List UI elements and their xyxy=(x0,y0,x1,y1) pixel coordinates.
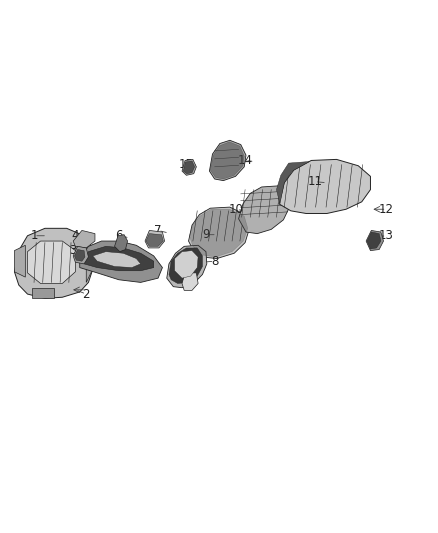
Polygon shape xyxy=(84,246,154,271)
Text: 13: 13 xyxy=(379,229,394,242)
Polygon shape xyxy=(210,142,244,179)
Polygon shape xyxy=(146,233,163,246)
Text: 8: 8 xyxy=(211,255,218,268)
Text: 2: 2 xyxy=(82,288,90,301)
Polygon shape xyxy=(276,161,310,204)
Polygon shape xyxy=(189,209,248,257)
Text: 12: 12 xyxy=(379,203,394,216)
Polygon shape xyxy=(93,252,141,268)
Polygon shape xyxy=(86,245,93,282)
Text: 6: 6 xyxy=(115,229,123,242)
Text: 10: 10 xyxy=(229,203,244,216)
Polygon shape xyxy=(14,228,93,298)
Polygon shape xyxy=(182,273,198,290)
Polygon shape xyxy=(209,140,246,181)
Polygon shape xyxy=(169,248,202,284)
Text: 15: 15 xyxy=(179,158,194,171)
Polygon shape xyxy=(14,245,25,277)
Polygon shape xyxy=(188,207,250,259)
Polygon shape xyxy=(175,251,198,278)
Polygon shape xyxy=(32,288,53,298)
Text: 9: 9 xyxy=(202,228,210,241)
Polygon shape xyxy=(167,245,207,288)
Polygon shape xyxy=(80,241,162,282)
Polygon shape xyxy=(28,241,75,284)
Text: 3: 3 xyxy=(70,244,77,257)
Polygon shape xyxy=(367,232,381,249)
Polygon shape xyxy=(115,235,127,252)
Polygon shape xyxy=(73,230,95,248)
Polygon shape xyxy=(145,230,165,248)
Text: 5: 5 xyxy=(115,253,123,266)
Polygon shape xyxy=(74,249,85,261)
Polygon shape xyxy=(279,159,371,214)
Polygon shape xyxy=(73,246,88,264)
Text: 1: 1 xyxy=(30,229,38,242)
Text: 7: 7 xyxy=(154,224,162,237)
Polygon shape xyxy=(184,161,194,174)
Text: 14: 14 xyxy=(237,154,253,167)
Text: 11: 11 xyxy=(307,175,322,188)
Polygon shape xyxy=(239,186,290,233)
Polygon shape xyxy=(182,159,196,175)
Text: 4: 4 xyxy=(72,229,79,242)
Polygon shape xyxy=(366,230,384,251)
